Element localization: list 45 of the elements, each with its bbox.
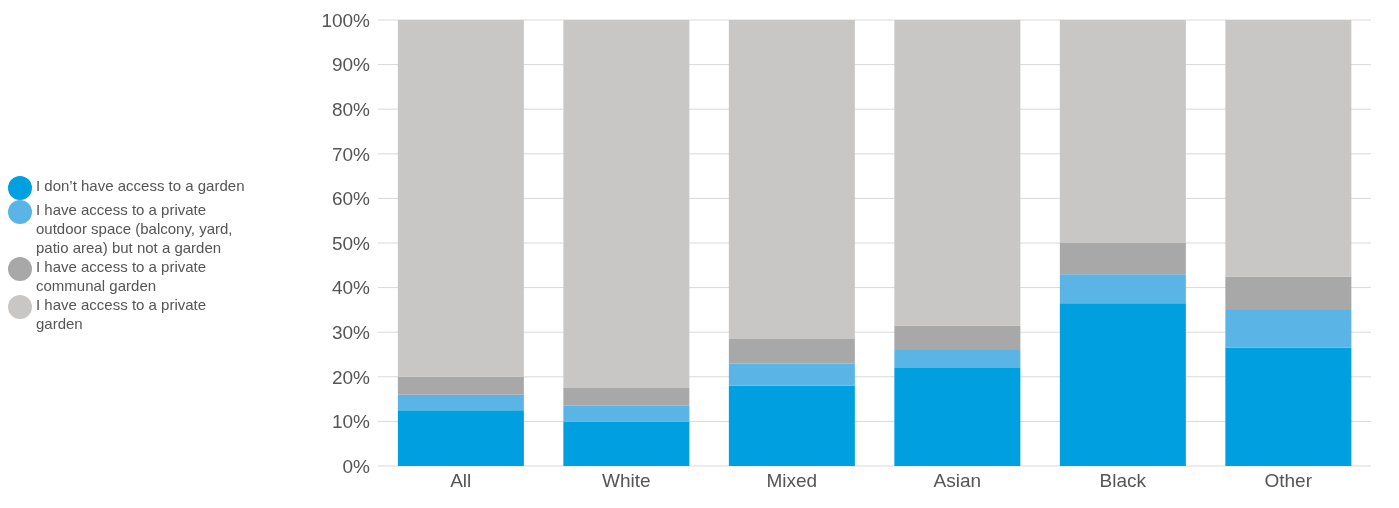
bar [1225,276,1352,310]
x-tick-label: Black [1099,470,1147,492]
y-tick-label: 30% [331,321,371,343]
bar [563,421,690,466]
legend-label: I have access to a private outdoor space (balcony, yard, patio area) but not a garden [36,199,234,257]
y-tick-label: 20% [331,366,371,388]
bar [1059,20,1186,243]
bar [397,376,524,395]
bar [1059,303,1186,466]
bar [894,20,1021,326]
bar [1225,20,1352,277]
bar [563,405,690,422]
bar [563,387,690,406]
x-tick-label: White [601,470,651,492]
y-tick-label: 60% [331,188,371,210]
bar [397,20,524,377]
x-tick-label: Mixed [766,470,818,492]
x-tick-label: Other [1264,470,1313,492]
bar [728,20,855,339]
bar [397,394,524,411]
legend-label: I have access to a private communal garden [36,256,208,295]
bar [1225,309,1352,348]
y-tick-label: 70% [331,143,371,165]
legend-label: I don’t have access to a garden [36,175,246,195]
y-tick-label: 80% [331,98,371,120]
bar [728,338,855,364]
y-tick-label: 0% [342,455,371,477]
bar [728,363,855,386]
y-tick-label: 90% [331,54,371,76]
bar [894,350,1021,368]
bar [894,367,1021,466]
bar [894,325,1021,351]
legend-label: I have access to a private garden [36,294,208,333]
x-tick-label: Asian [933,470,982,492]
bar [728,385,855,466]
bar [1059,274,1186,304]
bar [563,20,690,388]
bar [1059,243,1186,275]
y-tick-label: 50% [331,232,371,254]
y-tick-label: 40% [331,277,371,299]
y-tick-label: 100% [321,9,371,31]
bar [397,410,524,466]
y-tick-label: 10% [331,411,371,433]
bar [1225,347,1352,466]
x-tick-label: All [450,470,472,492]
